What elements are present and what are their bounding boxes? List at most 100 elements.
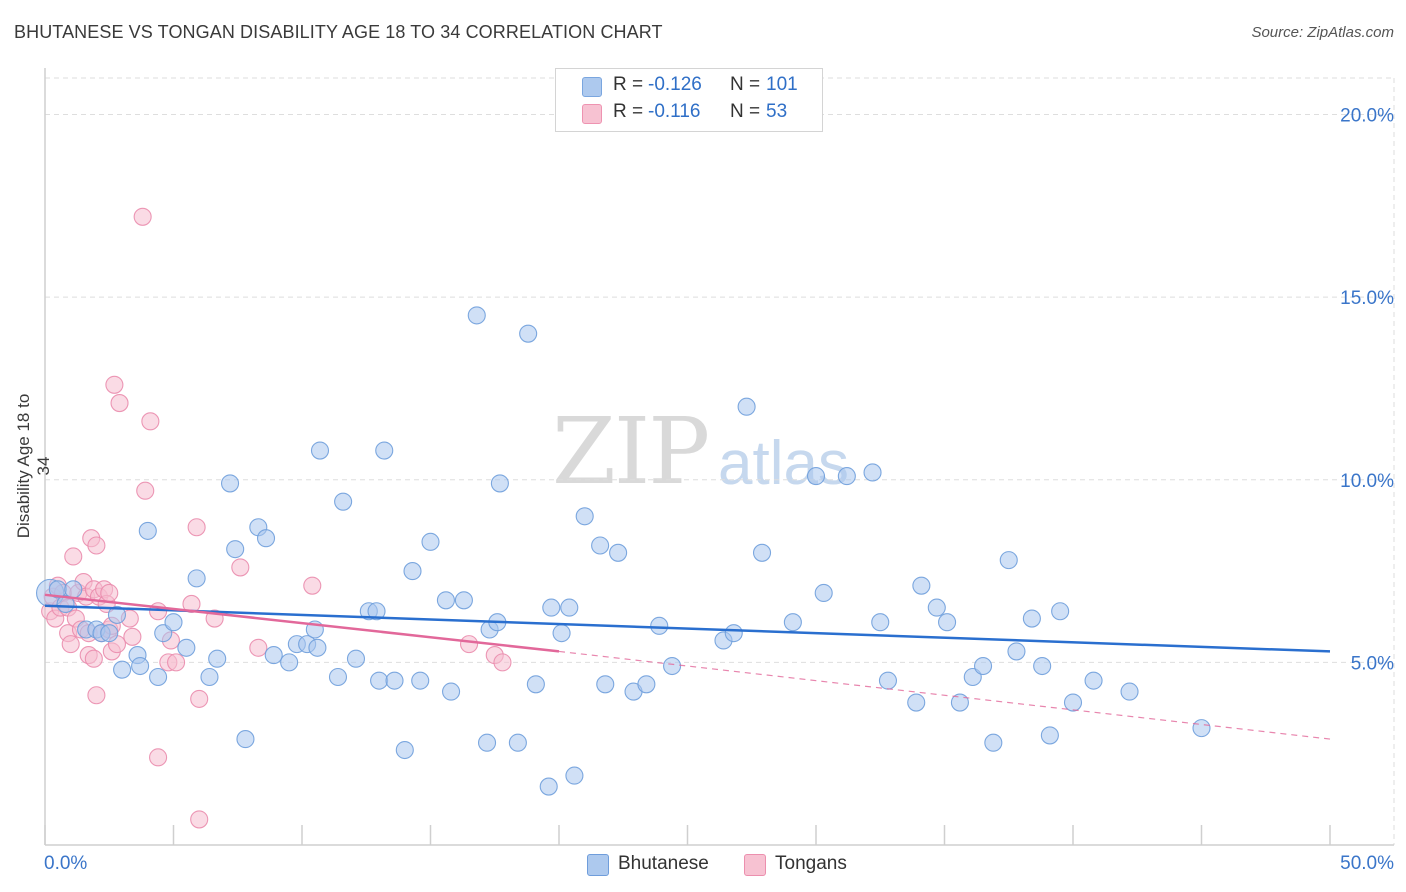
bhutanese-point: [1051, 602, 1070, 621]
legend-swatch-tongans: [744, 854, 766, 876]
legend-n-label: N =: [730, 74, 761, 95]
tongan-point: [87, 536, 106, 555]
bhutanese-point: [863, 463, 882, 482]
tongan-point: [87, 686, 106, 705]
bhutanese-point: [177, 638, 196, 657]
tongan-point: [167, 653, 186, 672]
bhutanese-point: [999, 551, 1018, 570]
bhutanese-point: [131, 656, 150, 676]
y-tick-label: 10.0%: [1340, 471, 1394, 492]
grid-lines: [45, 77, 1395, 845]
tongan-point: [459, 635, 479, 654]
bhutanese-point: [565, 766, 584, 785]
bhutanese-point: [164, 613, 183, 632]
bhutanese-point: [724, 624, 743, 643]
y-axis-label: Disability Age 18 to 34: [14, 393, 53, 539]
bhutanese-point: [560, 598, 579, 617]
bhutanese-point: [220, 474, 240, 493]
bhutanese-point: [927, 598, 946, 617]
legend-n-value: 53: [766, 101, 788, 122]
bhutanese-point: [367, 602, 386, 621]
axes: [44, 68, 1394, 846]
bhutanese-point: [907, 693, 926, 712]
tongan-point: [133, 207, 152, 226]
tongan-point: [249, 638, 268, 657]
legend-label-tongans: Tongans: [775, 853, 847, 874]
bhutanese-point: [138, 521, 157, 540]
tongan-point: [303, 576, 322, 595]
chart-title: BHUTANESE VS TONGAN DISABILITY AGE 18 TO…: [14, 22, 663, 42]
watermark-atlas: atlas: [718, 429, 849, 498]
bhutanese-point: [385, 671, 404, 690]
bhutanese-point: [552, 624, 571, 643]
bhutanese-point: [64, 580, 83, 599]
bhutanese-point: [806, 467, 826, 486]
bhutanese-trend-line: [44, 604, 1331, 653]
tongan-point: [231, 558, 250, 577]
bhutanese-point: [575, 507, 594, 526]
trend-lines: [44, 593, 1331, 740]
bhutanese-point: [226, 540, 245, 559]
bhutanese-point: [596, 675, 615, 694]
y-tick-label: 20.0%: [1340, 106, 1394, 127]
watermark-zip: ZIP: [552, 398, 710, 505]
bhutanese-point: [375, 441, 394, 460]
bhutanese-point: [395, 740, 414, 760]
tongan-trend-line: [44, 593, 560, 653]
bhutanese-point: [650, 616, 669, 635]
legend-row-tongans: R = -0.116 N = 53: [556, 101, 822, 127]
bhutanese-point: [837, 467, 856, 486]
legend-n-label: N =: [730, 101, 761, 122]
bhutanese-point: [308, 638, 327, 657]
tongan-point: [136, 481, 155, 500]
bhutanese-point: [752, 543, 772, 562]
bhutanese-point: [334, 492, 353, 511]
bhutanese-point: [477, 733, 497, 752]
bhutanese-point: [328, 667, 348, 687]
bhutanese-point: [1033, 656, 1052, 676]
bhutanese-point: [187, 569, 206, 588]
bhutanese-point: [113, 660, 132, 679]
bhutanese-point: [208, 649, 227, 668]
bhutanese-point: [542, 598, 561, 617]
bhutanese-points: [35, 306, 1211, 796]
bhutanese-point: [370, 671, 389, 690]
legend-swatch-tongans: [582, 104, 602, 124]
legend-r-label: R =: [613, 74, 644, 95]
bhutanese-point: [1040, 726, 1059, 745]
bhutanese-point: [264, 646, 283, 665]
tongan-point: [141, 412, 160, 431]
bhutanese-point: [609, 543, 628, 562]
bhutanese-point: [436, 591, 455, 610]
tongan-point: [110, 394, 129, 413]
legend-r-value: -0.116: [648, 101, 701, 122]
bhutanese-point: [539, 777, 558, 796]
tongan-point: [190, 689, 209, 708]
legend-r-label: R =: [613, 101, 644, 122]
legend-swatch-bhutanese: [582, 77, 602, 97]
bhutanese-point: [200, 667, 219, 687]
y-tick-label: 15.0%: [1340, 288, 1394, 309]
bhutanese-point: [814, 583, 833, 603]
x-tick-label: 50.0%: [1340, 853, 1394, 874]
bhutanese-point: [1022, 609, 1041, 628]
tongan-point: [182, 594, 201, 613]
legend-n-value: 101: [766, 74, 798, 95]
bhutanese-point: [526, 675, 545, 694]
tongan-trend-extension: [558, 650, 1331, 740]
tongan-point: [64, 547, 83, 566]
tongan-point: [123, 627, 142, 646]
bhutanese-point: [1120, 682, 1139, 701]
bhutanese-point: [403, 562, 422, 581]
legend-label-bhutanese: Bhutanese: [618, 853, 709, 874]
bhutanese-point: [938, 613, 957, 632]
tongan-point: [149, 748, 168, 767]
bhutanese-point: [871, 613, 890, 632]
bhutanese-point: [591, 536, 610, 555]
bhutanese-point: [637, 675, 656, 694]
x-tick-label: 0.0%: [44, 853, 87, 874]
tongan-point: [100, 583, 119, 603]
bhutanese-point: [310, 441, 330, 460]
bhutanese-point: [107, 605, 127, 624]
